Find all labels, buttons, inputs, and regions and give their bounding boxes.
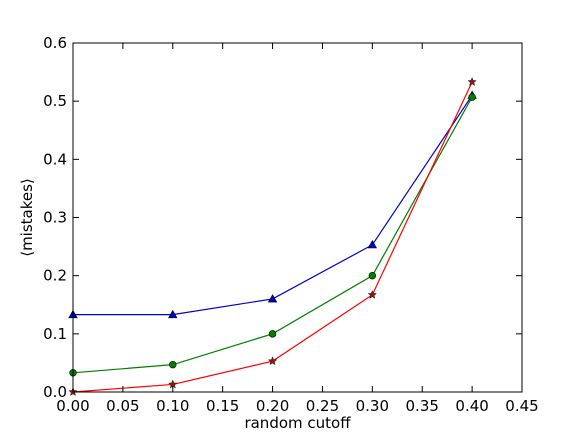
x-tick-label: 0.35 — [406, 397, 439, 415]
data-point-triangle — [367, 240, 378, 249]
x-tick-label: 0.00 — [56, 397, 89, 415]
y-tick-label: 0.2 — [43, 267, 67, 285]
data-point-triangle — [168, 309, 178, 319]
x-tick-label: 0.45 — [505, 397, 538, 415]
y-axis-title: ⟨mistakes⟩ — [18, 178, 36, 257]
x-tick-label: 0.15 — [206, 397, 239, 415]
data-point-circle — [268, 330, 277, 338]
data-point-circle — [169, 360, 177, 369]
data-point-star — [267, 356, 278, 366]
series-star — [68, 77, 477, 396]
data-point-circle — [368, 271, 377, 280]
x-tick-label: 0.40 — [455, 397, 488, 415]
series-layer — [68, 77, 477, 396]
series-circle — [69, 93, 476, 377]
data-point-star — [467, 77, 477, 86]
y-tick-label: 0.6 — [43, 34, 67, 52]
x-axis-title: random cutoff — [244, 414, 351, 432]
x-tick-label: 0.30 — [356, 397, 389, 415]
y-tick-label: 0.0 — [43, 383, 67, 401]
data-point-star — [367, 290, 377, 299]
x-tick-label: 0.20 — [256, 397, 289, 415]
y-tick-label: 0.5 — [43, 92, 67, 110]
x-tick-label: 0.25 — [306, 397, 339, 415]
ticks-layer: 0.00 0.05 0.10 0.15 0.20 0.25 0.30 0.35 0.40 0.45… — [43, 34, 539, 415]
x-tick-label: 0.05 — [106, 397, 139, 415]
y-tick-label: 0.1 — [43, 325, 67, 343]
y-tick-label: 0.3 — [43, 209, 67, 227]
x-tick-label: 0.10 — [156, 397, 189, 415]
data-point-triangle — [267, 294, 278, 303]
y-tick-label: 0.4 — [43, 150, 67, 168]
data-point-circle — [468, 93, 476, 101]
